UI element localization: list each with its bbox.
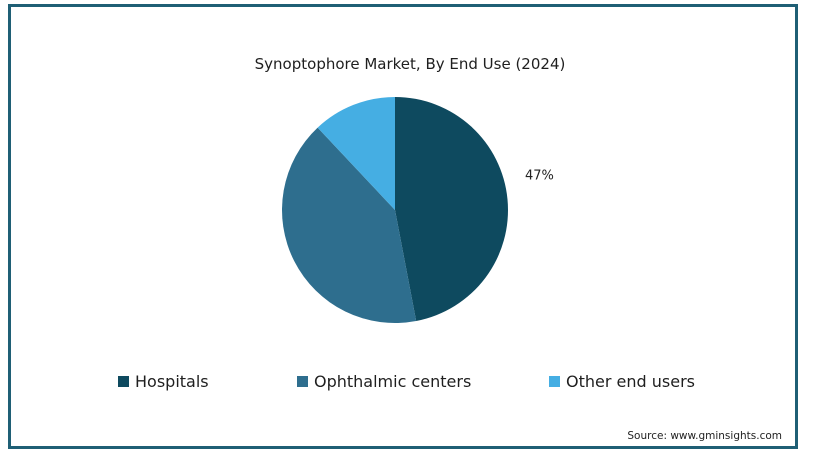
source-note: Source: www.gminsights.com — [627, 430, 782, 442]
chart-title: Synoptophore Market, By End Use (2024) — [254, 55, 566, 73]
pie-labels: 47% — [525, 169, 554, 184]
slice-data-label: 47% — [525, 169, 554, 184]
legend-label: Other end users — [566, 372, 695, 391]
legend-label: Hospitals — [135, 372, 209, 391]
legend-label: Ophthalmic centers — [314, 372, 472, 391]
legend-swatch — [297, 376, 308, 387]
pie-slice-other-end-users — [317, 97, 395, 210]
legend-swatch — [118, 376, 129, 387]
legend-item-other-end-users: Other end users — [549, 372, 695, 391]
legend-swatch — [549, 376, 560, 387]
chart-legend: Hospitals Ophthalmic centers Other end u… — [0, 372, 820, 396]
pie-slices — [282, 97, 509, 323]
legend-item-ophthalmic-centers: Ophthalmic centers — [297, 372, 471, 391]
pie-slice-hospitals — [395, 97, 509, 321]
pie-slice-ophthalmic-centers — [282, 127, 417, 323]
legend-item-hospitals: Hospitals — [118, 372, 209, 391]
